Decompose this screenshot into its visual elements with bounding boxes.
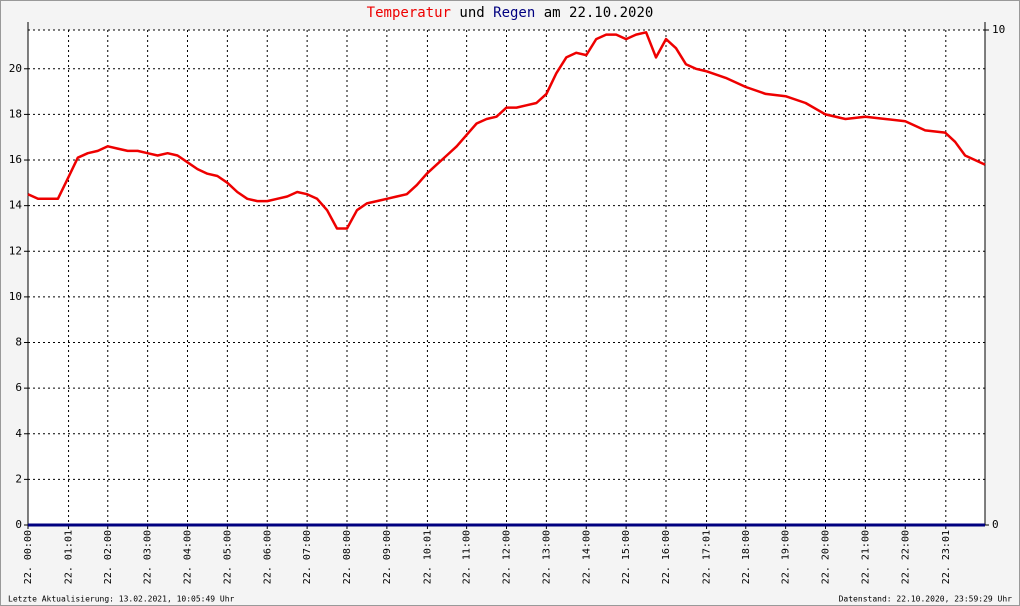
x-tick-label: 22. 21:00 [860,530,871,584]
x-tick-label: 22. 23:01 [941,530,952,584]
y-tick-label: 6 [15,381,22,394]
x-tick-label: 22. 14:00 [581,530,592,584]
x-tick-label: 22. 13:00 [541,530,552,584]
x-tick-label: 22. 09:00 [382,530,393,584]
x-tick-label: 22. 10:01 [422,530,433,584]
y-tick-label: 20 [9,62,22,75]
x-tick-label: 22. 20:00 [821,530,832,584]
x-tick-label: 22. 19:00 [781,530,792,584]
y-tick-label: 8 [15,336,22,349]
y-tick-label: 18 [9,107,22,120]
x-tick-label: 22. 16:00 [661,530,672,584]
series-line [27,31,986,230]
y-tick-label: 2 [15,472,22,485]
x-tick-label: 22. 17:01 [702,530,713,584]
plot-area [28,30,985,525]
x-tick-label: 22. 18:00 [741,530,752,584]
title-part: Regen [493,5,535,21]
footer-right: Datenstand: 22.10.2020, 23:59:29 Uhr [839,595,1013,604]
y2-tick-label: 0 [992,518,999,531]
y-tick-label: 16 [9,153,22,166]
x-tick-label: 22. 05:00 [222,530,233,584]
x-tick-label: 22. 07:00 [302,530,313,584]
x-tick-label: 22. 15:00 [621,530,632,584]
x-tick-label: 22. 04:00 [183,530,194,584]
y-tick-label: 0 [15,518,22,531]
x-tick-label: 22. 22:00 [900,530,911,584]
y2-tick-label: 10 [992,23,1005,36]
footer-left: Letzte Aktualisierung: 13.02.2021, 10:05… [8,595,235,604]
x-tick-label: 22. 01:01 [64,530,75,584]
chart-title: Temperatur und Regen am 22.10.2020 [367,5,654,21]
title-part: und [459,5,484,21]
title-part: Temperatur [367,5,451,21]
y-tick-label: 12 [9,244,22,257]
x-tick-label: 22. 03:00 [143,530,154,584]
x-tick-label: 22. 11:00 [462,530,473,584]
y-tick-label: 14 [9,199,23,212]
x-tick-label: 22. 02:00 [103,530,114,584]
y-tick-label: 10 [9,290,22,303]
x-tick-label: 22. 00:00 [23,530,34,584]
y-tick-label: 4 [15,427,22,440]
x-tick-label: 22. 12:00 [502,530,513,584]
x-tick-label: 22. 06:00 [262,530,273,584]
title-part: am 22.10.2020 [544,5,654,21]
x-tick-label: 22. 08:00 [342,530,353,584]
